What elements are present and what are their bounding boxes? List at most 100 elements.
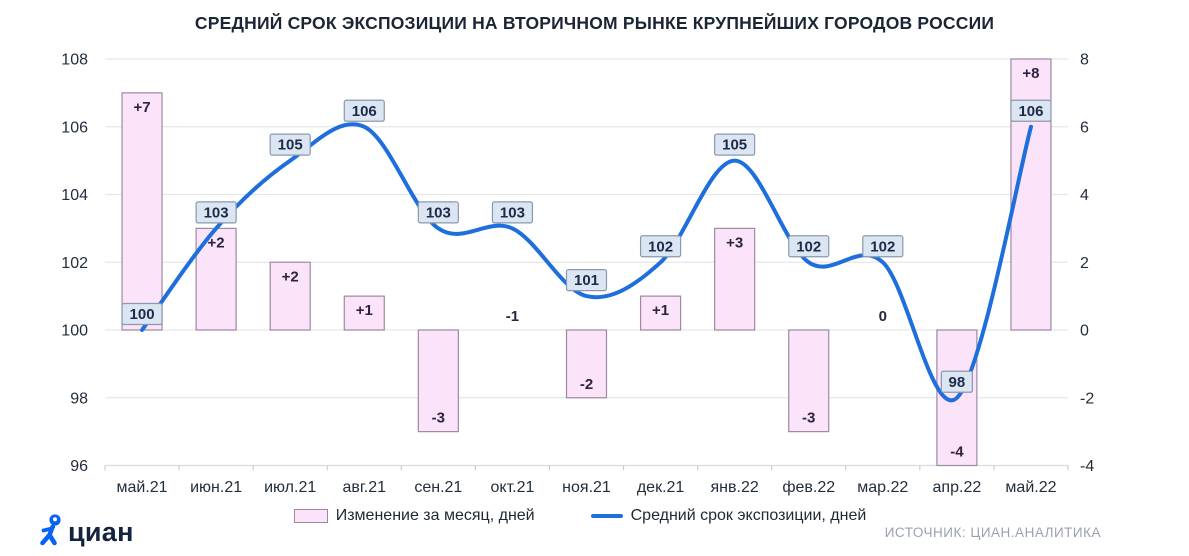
bar-labels: +7 +2 +2 +1 -3 -1 -2 +1 +3 -3 0 -4 +8: [133, 65, 1039, 461]
line-point-label-box: [417, 201, 459, 224]
cian-logo: циан: [38, 514, 134, 546]
line-point-label: 103: [491, 201, 534, 224]
line-point-label-box: [491, 201, 534, 224]
line-point-label-text: 101: [574, 272, 599, 289]
line-point-label-text: 106: [352, 103, 377, 120]
left-axis-tick-label: 108: [61, 52, 88, 69]
line-point-label: 98: [940, 370, 973, 393]
line-point-label-text: 100: [130, 306, 155, 323]
bar: [343, 295, 385, 331]
bar: [417, 329, 459, 433]
legend-label-bar-series: Изменение за месяц, дней: [335, 507, 535, 524]
line-point-label-text: 105: [722, 137, 747, 154]
x-axis-ticks: [104, 465, 1069, 471]
line-point-label-text: 103: [426, 204, 451, 221]
right-axis-tick-label: -2: [1080, 390, 1094, 407]
right-axis-labels: 8 6 4 2 0 -2 -4: [1080, 52, 1094, 476]
x-axis-category-label: май.21: [116, 479, 167, 496]
right-axis-tick-label: 2: [1080, 255, 1089, 272]
line-point-label-box: [1010, 99, 1052, 122]
line-point-label-box: [788, 235, 830, 258]
left-axis-tick-label: 96: [70, 458, 88, 475]
bar: [269, 261, 311, 331]
x-axis-category-label: окт.21: [490, 479, 534, 496]
bar-value-label: +1: [652, 302, 669, 319]
legend-item-bar-series: Изменение за месяц, дней: [293, 507, 535, 525]
line-point-label-text: 105: [278, 137, 303, 154]
x-axis-category-label: май.22: [1005, 479, 1056, 496]
bar-value-label: -3: [802, 410, 815, 427]
chart-footer: циан ИСТОЧНИК: ЦИАН.АНАЛИТИКА: [0, 512, 1189, 548]
x-axis-category-label: дек.21: [637, 479, 685, 496]
chart-legend: Изменение за месяц, дней Средний срок эк…: [0, 507, 1160, 525]
line-point-label: 102: [639, 235, 682, 258]
bar-value-label: +7: [133, 99, 150, 116]
line-series: [140, 122, 1033, 403]
bar-value-label: +2: [282, 268, 299, 285]
line-point-label-text: 102: [648, 238, 673, 255]
line-point-label: 102: [788, 235, 830, 258]
line-point-label-text: 102: [796, 238, 821, 255]
line-point-label-text: 98: [949, 374, 966, 391]
x-axis-category-label: янв.22: [711, 479, 759, 496]
bar: [639, 295, 682, 331]
line-point-label-box: [269, 133, 311, 156]
bar: [565, 329, 608, 399]
legend-item-line-series: Средний срок экспозиции, дней: [590, 507, 866, 525]
line-point-label-box: [121, 302, 163, 326]
line-point-label-box: [639, 235, 682, 258]
line-point-label-text: 102: [870, 238, 895, 255]
x-axis-category-label: мар.22: [857, 479, 908, 496]
bar-value-label: 0: [879, 308, 887, 325]
bar-value-label: -1: [506, 308, 519, 325]
left-axis-labels: 108 106 104 102 100 98 96: [61, 52, 88, 476]
bar-value-label: +3: [726, 234, 743, 251]
right-axis-tick-label: 4: [1080, 187, 1089, 204]
source-caption: ИСТОЧНИК: ЦИАН.АНАЛИТИКА: [884, 525, 1101, 540]
left-axis-tick-label: 106: [61, 119, 88, 136]
right-axis-tick-label: 0: [1080, 323, 1089, 340]
right-axis-tick-label: 8: [1080, 52, 1089, 69]
line-point-label-box: [565, 269, 608, 292]
bar-value-label: +8: [1022, 65, 1039, 82]
line-point-label: 103: [195, 201, 237, 224]
line-point-label: 102: [862, 235, 904, 258]
bar-value-label: -3: [432, 410, 445, 427]
x-axis-category-label: июн.21: [190, 479, 242, 496]
line-point-label-text: 103: [204, 204, 229, 221]
left-axis-tick-label: 100: [61, 323, 88, 340]
bar: [788, 329, 830, 433]
line-point-label: 103: [417, 201, 459, 224]
bar: [121, 92, 163, 331]
bar-series-swatch: [293, 509, 328, 523]
line-point-label: 106: [1010, 99, 1052, 122]
bar-value-label: +2: [208, 234, 225, 251]
bar-value-label: -2: [580, 376, 593, 393]
line-point-label-text: 106: [1018, 103, 1043, 120]
right-axis-tick-label: -4: [1080, 458, 1094, 475]
gridlines: [105, 58, 1068, 467]
chart-title: СРЕДНИЙ СРОК ЭКСПОЗИЦИИ НА ВТОРИЧНОМ РЫН…: [194, 13, 995, 33]
bar: [714, 227, 756, 331]
x-axis-category-label: апр.22: [933, 479, 982, 496]
x-axis-category-label: сен.21: [414, 479, 462, 496]
left-axis-tick-label: 104: [61, 187, 88, 204]
line-point-label: 105: [269, 133, 311, 156]
line-point-label-box: [714, 133, 756, 156]
line-series-swatch: [590, 514, 623, 518]
line-point-label-box: [195, 201, 237, 224]
right-axis-tick-label: 6: [1080, 119, 1089, 136]
line-point-label: 101: [565, 269, 608, 292]
x-axis-category-label: июл.21: [264, 479, 316, 496]
x-axis-labels: май.21 июн.21 июл.21 авг.21 сен.21 окт.21 ноя.…: [116, 479, 1056, 496]
bar-value-label: -4: [950, 444, 964, 461]
cian-person-pin-icon: [40, 514, 61, 546]
left-axis-tick-label: 102: [61, 255, 88, 272]
x-axis-category-label: ноя.21: [562, 479, 611, 496]
combo-chart: 108 106 104 102 100 98 96 8 6 4 2 0 -2 -4 май.21 июн.21…: [61, 52, 1094, 497]
left-axis-tick-label: 98: [70, 390, 88, 407]
line-point-label: 100: [121, 302, 163, 326]
cian-logo-text: циан: [68, 517, 134, 547]
line-point-label-box: [862, 235, 904, 258]
